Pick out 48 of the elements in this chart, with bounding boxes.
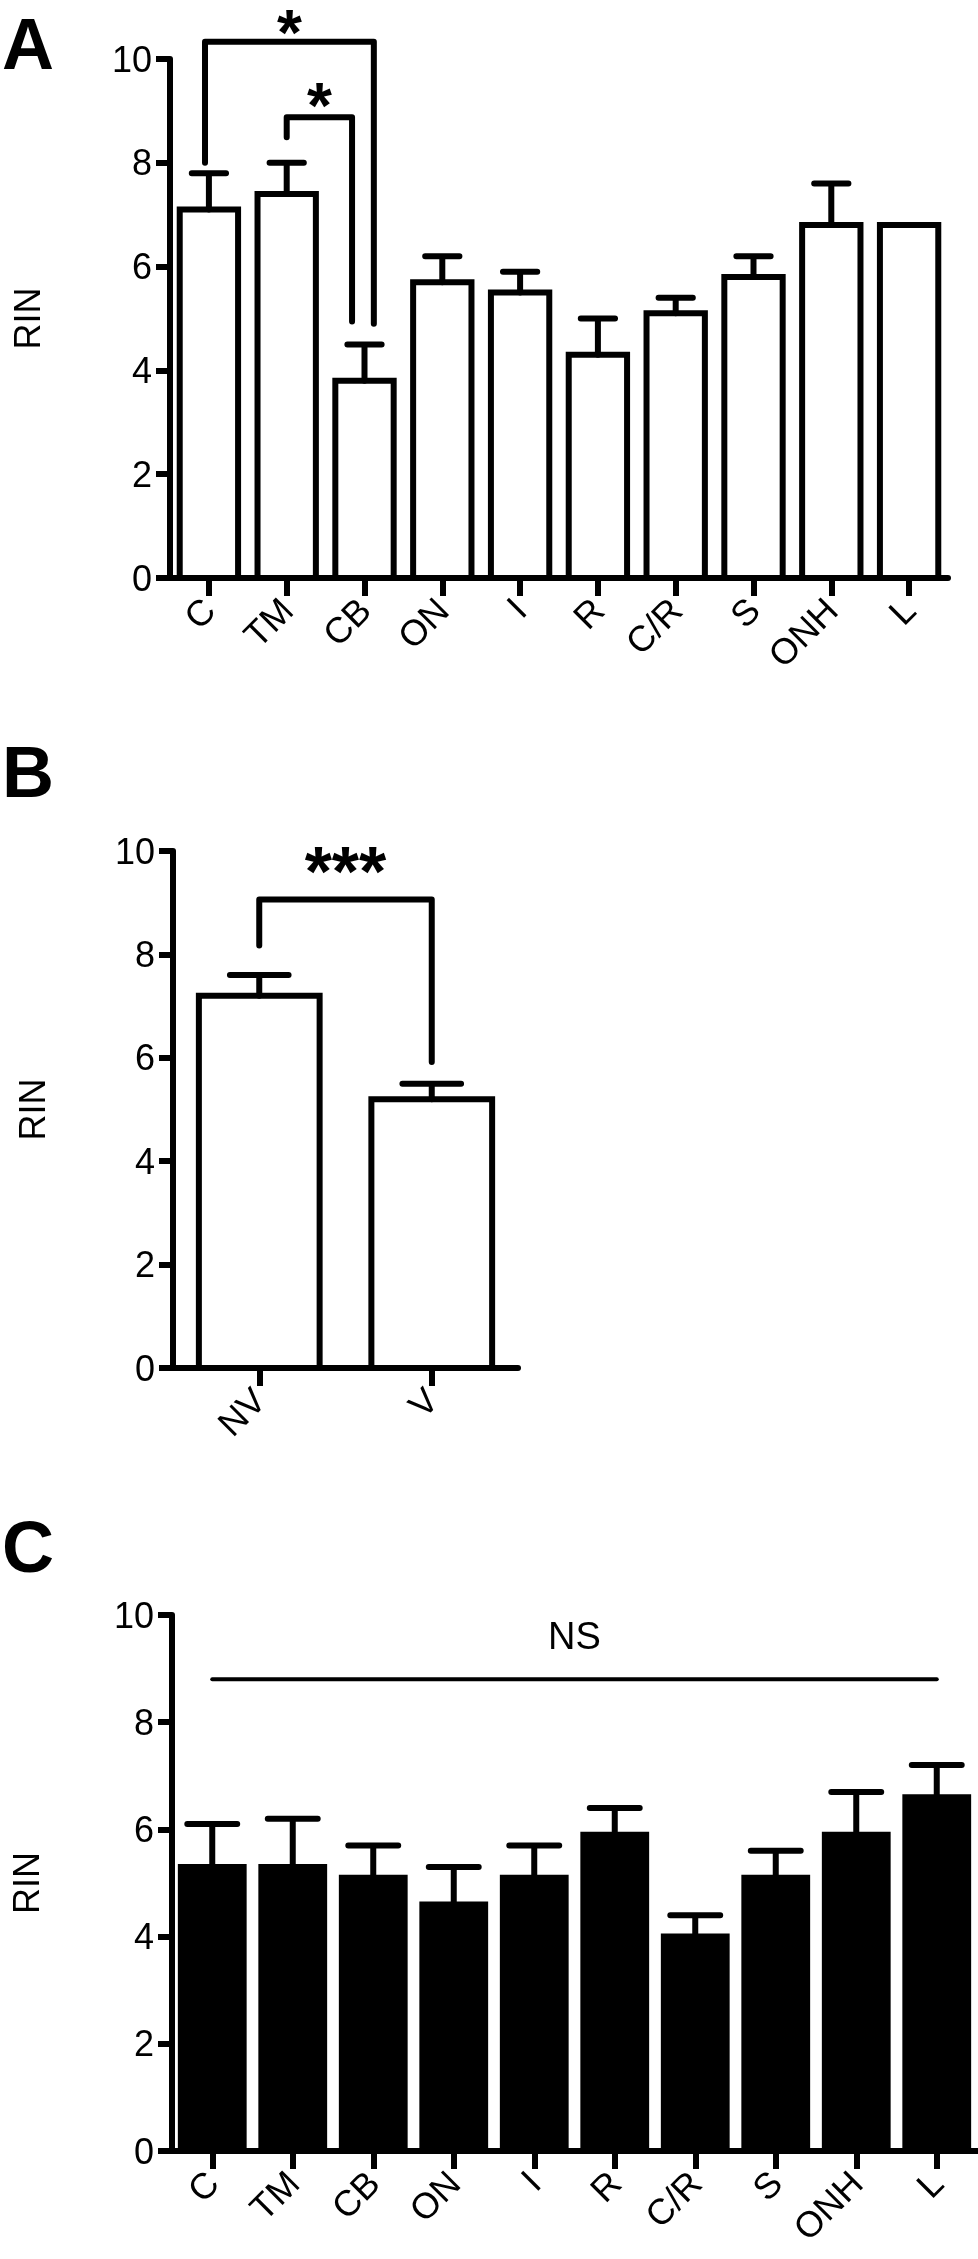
y-axis-title: RIN bbox=[11, 1078, 53, 1141]
x-tick-label: TM bbox=[241, 2162, 308, 2229]
x-tick-label: R bbox=[565, 589, 613, 637]
annotation: *** bbox=[304, 832, 388, 911]
x-tick-label: I bbox=[498, 589, 535, 626]
annotation: NS bbox=[548, 1615, 601, 1658]
y-tick-label: 8 bbox=[134, 933, 155, 975]
x-tick-label: L bbox=[880, 589, 924, 633]
x-tick-label: V bbox=[400, 1379, 447, 1426]
x-tick-label: C bbox=[179, 2162, 227, 2210]
y-axis-title: RIN bbox=[6, 287, 48, 350]
y-tick-label: 0 bbox=[134, 1347, 155, 1389]
chart-title: B bbox=[2, 732, 54, 812]
x-tick-label: CB bbox=[314, 589, 379, 654]
x-tick-label: I bbox=[512, 2162, 549, 2199]
y-axis-title: RIN bbox=[5, 1852, 47, 1914]
y-tick-label: 8 bbox=[133, 1701, 154, 1743]
y-tick-label: 2 bbox=[131, 453, 152, 495]
x-tick-label: CB bbox=[323, 2162, 388, 2227]
x-tick-label: S bbox=[744, 2162, 791, 2209]
x-tick-label: ON bbox=[401, 2162, 469, 2230]
y-tick-label: 6 bbox=[133, 1808, 154, 1850]
x-tick-label: L bbox=[908, 2162, 952, 2206]
y-tick-label: 6 bbox=[131, 246, 152, 288]
y-tick-label: 4 bbox=[131, 349, 152, 391]
y-tick-label: 4 bbox=[133, 1916, 154, 1958]
y-tick-label: 4 bbox=[134, 1140, 155, 1182]
chart-title: A bbox=[2, 4, 54, 84]
x-tick-label: C bbox=[176, 589, 224, 637]
y-tick-label: 0 bbox=[131, 557, 152, 599]
y-tick-label: 8 bbox=[131, 142, 152, 184]
x-tick-label: TM bbox=[235, 589, 302, 656]
annotation: * bbox=[306, 69, 332, 142]
annotation: * bbox=[276, 0, 302, 70]
y-tick-label: 0 bbox=[133, 2130, 154, 2172]
y-tick-label: 2 bbox=[134, 1244, 155, 1286]
x-tick-label: NV bbox=[209, 1379, 274, 1444]
y-tick-label: 10 bbox=[111, 38, 152, 80]
x-tick-label: ON bbox=[389, 589, 457, 657]
x-tick-label: R bbox=[581, 2162, 630, 2210]
x-tick-label: C/R bbox=[636, 2162, 710, 2236]
y-tick-label: 2 bbox=[133, 2023, 154, 2065]
x-tick-label: S bbox=[722, 589, 768, 636]
y-tick-label: 6 bbox=[134, 1037, 155, 1079]
y-tick-label: 10 bbox=[114, 830, 155, 872]
y-tick-label: 10 bbox=[113, 1594, 154, 1636]
chart-title: C bbox=[2, 1507, 54, 1587]
x-tick-label: C/R bbox=[617, 589, 691, 663]
